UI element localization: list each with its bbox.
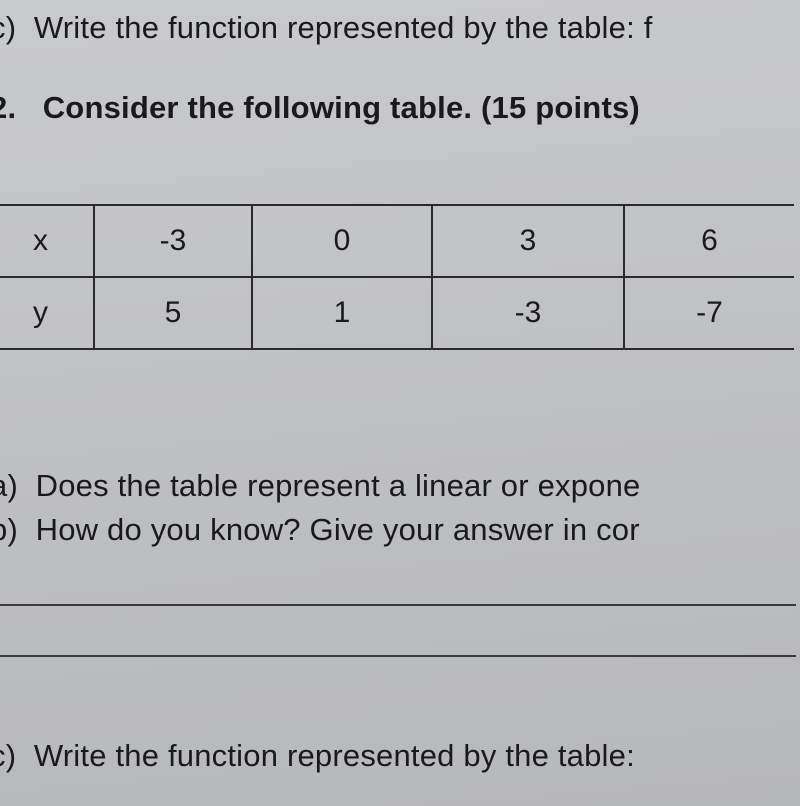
worksheet-page: c) Write the function represented by the… bbox=[0, 0, 800, 806]
table-row-x: x -3 0 3 6 bbox=[0, 205, 794, 277]
answer-rule-1 bbox=[0, 604, 796, 606]
question-b: b) How do you know? Give your answer in … bbox=[0, 512, 640, 548]
label-b: b) bbox=[0, 512, 18, 547]
label-a: a) bbox=[0, 468, 18, 503]
text-b: How do you know? Give your answer in cor bbox=[36, 512, 640, 547]
text-c-top: Write the function represented by the ta… bbox=[34, 10, 653, 45]
cell-x-2: 3 bbox=[432, 205, 624, 277]
label-c-bot: c) bbox=[0, 738, 16, 773]
q2-text: Consider the following table. (15 points… bbox=[43, 90, 640, 125]
cell-y-3: -7 bbox=[624, 277, 794, 349]
cell-y-1: 1 bbox=[252, 277, 432, 349]
answer-rule-2 bbox=[0, 655, 796, 657]
cell-x-3: 6 bbox=[624, 205, 794, 277]
text-c-bot: Write the function represented by the ta… bbox=[34, 738, 635, 773]
question-c-top: c) Write the function represented by the… bbox=[0, 10, 653, 46]
question-c-bottom: c) Write the function represented by the… bbox=[0, 738, 635, 774]
cell-y-2: -3 bbox=[432, 277, 624, 349]
table-row-y: y 5 1 -3 -7 bbox=[0, 277, 794, 349]
question-a: a) Does the table represent a linear or … bbox=[0, 468, 640, 504]
text-a: Does the table represent a linear or exp… bbox=[36, 468, 641, 503]
cell-y-0: 5 bbox=[94, 277, 252, 349]
cell-x-1: 0 bbox=[252, 205, 432, 277]
question-2-heading: 2. Consider the following table. (15 poi… bbox=[0, 90, 640, 126]
data-table: x -3 0 3 6 y 5 1 -3 -7 bbox=[0, 204, 794, 350]
row-header-y: y bbox=[0, 277, 94, 349]
q2-number: 2. bbox=[0, 90, 16, 125]
label-c-top: c) bbox=[0, 10, 16, 45]
cell-x-0: -3 bbox=[94, 205, 252, 277]
row-header-x: x bbox=[0, 205, 94, 277]
